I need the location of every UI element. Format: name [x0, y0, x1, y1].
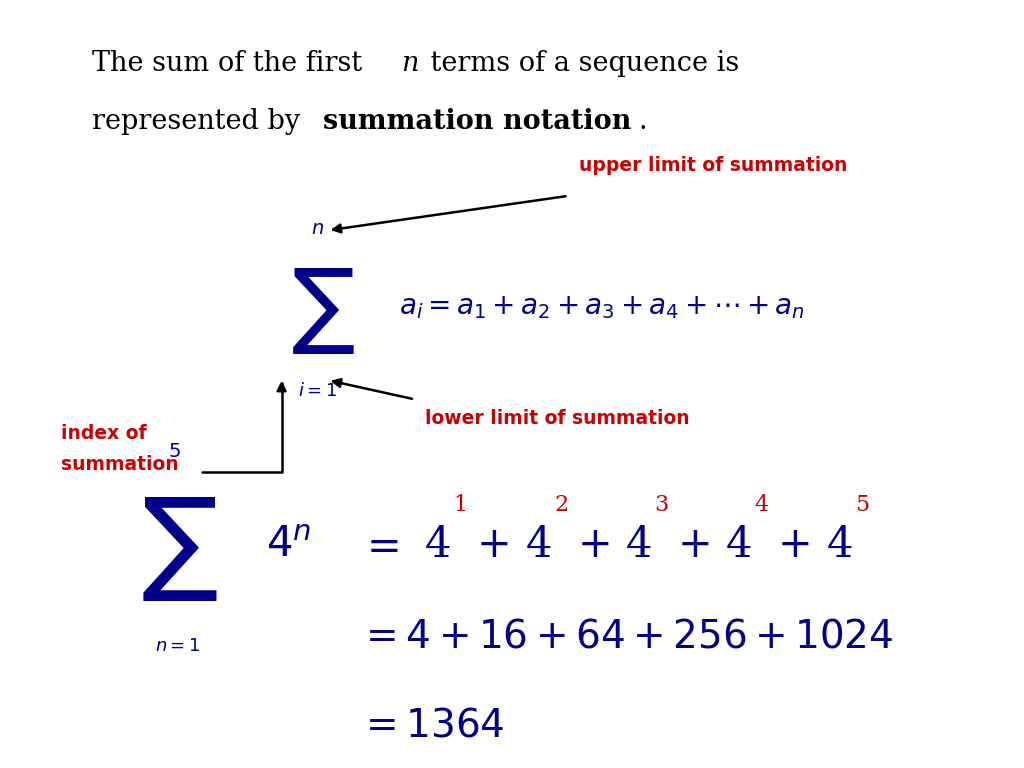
- Text: 1: 1: [454, 495, 468, 516]
- Text: lower limit of summation: lower limit of summation: [425, 409, 689, 428]
- Text: represented by: represented by: [92, 108, 309, 134]
- Text: $+$: $+$: [476, 525, 509, 566]
- Text: $=1364$: $=1364$: [358, 707, 505, 744]
- Text: n: n: [401, 50, 419, 77]
- Text: The sum of the first: The sum of the first: [92, 50, 371, 77]
- Text: $i=1$: $i=1$: [298, 382, 337, 400]
- Text: $+$: $+$: [677, 525, 710, 566]
- Text: 4: 4: [525, 525, 552, 566]
- Text: index of: index of: [61, 425, 147, 443]
- Text: $n$: $n$: [311, 220, 324, 238]
- Text: upper limit of summation: upper limit of summation: [579, 156, 847, 174]
- Text: $=4+16+64+256+1024$: $=4+16+64+256+1024$: [358, 619, 894, 656]
- Text: $\sum$: $\sum$: [291, 266, 354, 356]
- Text: $+$: $+$: [577, 525, 609, 566]
- Text: 4: 4: [755, 495, 769, 516]
- Text: $5$: $5$: [168, 443, 180, 461]
- Text: 4: 4: [626, 525, 652, 566]
- Text: $=$: $=$: [358, 525, 399, 566]
- Text: 3: 3: [654, 495, 669, 516]
- Text: $n=1$: $n=1$: [155, 637, 200, 655]
- Text: $+$: $+$: [777, 525, 810, 566]
- Text: 4: 4: [425, 525, 452, 566]
- Text: .: .: [639, 108, 647, 134]
- Text: terms of a sequence is: terms of a sequence is: [422, 50, 739, 77]
- Text: 4: 4: [826, 525, 853, 566]
- Text: $\sum$: $\sum$: [141, 495, 217, 603]
- Text: $a_i = a_1 + a_2 + a_3 + a_4 + \cdots + a_n$: $a_i = a_1 + a_2 + a_3 + a_4 + \cdots + …: [399, 293, 806, 321]
- Text: summation: summation: [61, 455, 179, 474]
- Text: $4^n$: $4^n$: [266, 525, 311, 566]
- Text: summation notation: summation notation: [323, 108, 631, 134]
- Text: 4: 4: [726, 525, 753, 566]
- Text: 5: 5: [855, 495, 869, 516]
- Text: 2: 2: [554, 495, 568, 516]
